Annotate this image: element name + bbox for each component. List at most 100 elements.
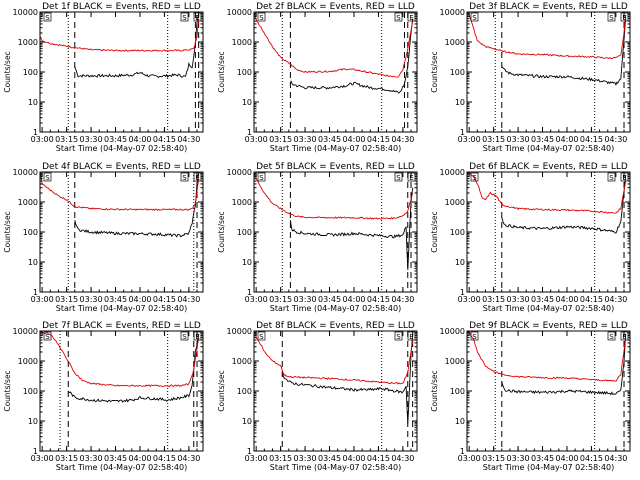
x-tick-label: 03:15	[269, 454, 292, 463]
series-group	[467, 12, 627, 86]
x-tick-label: 03:15	[269, 135, 292, 144]
y-axis-label: Counts/sec	[217, 211, 226, 252]
y-tick-label: 10	[242, 417, 252, 426]
x-tick-label: 03:15	[55, 135, 78, 144]
x-tick-label: 04:00	[342, 135, 365, 144]
y-axis-label: Counts/sec	[3, 211, 12, 252]
segment-marker-box	[180, 331, 189, 341]
x-axis-label: Start Time (04-May-07 02:58:40)	[483, 463, 614, 472]
x-tick-label: 03:00	[31, 295, 54, 304]
y-tick-label: 100	[237, 387, 252, 396]
chart-title: Det 7f BLACK = Events, RED = LLD	[42, 321, 201, 331]
series-group	[467, 331, 627, 396]
y-tick-label: 10000	[440, 168, 465, 177]
events-series-line	[67, 333, 200, 403]
events-series-line	[501, 333, 627, 396]
y-axis-label: Counts/sec	[3, 370, 12, 411]
y-tick-label: 1	[33, 128, 38, 137]
y-tick-label: 1000	[18, 357, 38, 366]
segment-marker-label: S	[609, 14, 614, 22]
segment-marker-label: S	[45, 174, 50, 182]
series-group	[254, 331, 414, 424]
segment-marker-box	[43, 331, 52, 341]
y-tick-label: 100	[450, 387, 465, 396]
segment-marker-label: S	[609, 333, 614, 341]
x-tick-label: 04:15	[153, 135, 176, 144]
events-series-line	[281, 333, 414, 424]
y-tick-label: 10	[28, 98, 38, 107]
x-tick-label: 03:30	[507, 135, 530, 144]
y-tick-label: 100	[23, 228, 38, 237]
chart-title: Det 4f BLACK = Events, RED = LLD	[42, 162, 201, 172]
events-series-line	[290, 18, 414, 94]
segment-marker-box	[193, 331, 202, 341]
y-tick-label: 1	[33, 447, 38, 456]
y-tick-label: 10	[455, 417, 465, 426]
segment-marker-box	[257, 331, 266, 341]
y-tick-label: 10000	[227, 8, 252, 17]
y-tick-label: 1	[460, 288, 465, 297]
segment-marker-box	[43, 172, 52, 182]
x-tick-label: 04:30	[391, 454, 414, 463]
series-group	[254, 13, 414, 94]
segment-marker-box	[470, 172, 479, 182]
segment-marker-box	[180, 12, 189, 22]
x-axis-label: Start Time (04-May-07 02:58:40)	[483, 144, 614, 153]
events-series-line	[74, 13, 200, 79]
x-tick-label: 04:30	[177, 135, 200, 144]
x-tick-label: 04:30	[177, 454, 200, 463]
chart-panel: Det 5f BLACK = Events, RED = LLD 1 10 100 10…	[217, 162, 418, 313]
x-tick-label: 03:30	[507, 295, 530, 304]
chart-title: Det 3f BLACK = Events, RED = LLD	[469, 2, 628, 12]
series-group	[40, 173, 200, 238]
y-tick-label: 10000	[227, 327, 252, 336]
segment-marker-label: S	[259, 14, 264, 22]
x-tick-label: 04:15	[580, 135, 603, 144]
segment-marker-box	[470, 12, 479, 22]
y-tick-label: 10	[28, 258, 38, 267]
segment-marker-box	[607, 331, 616, 341]
y-tick-label: 1	[247, 128, 252, 137]
segment-marker-box	[193, 12, 202, 22]
x-tick-label: 03:15	[482, 454, 505, 463]
segment-marker-label: E	[195, 14, 199, 22]
segment-marker-box	[394, 12, 403, 22]
x-tick-label: 03:45	[104, 135, 127, 144]
chart-panel: Det 4f BLACK = Events, RED = LLD 1 10 100 10…	[3, 162, 204, 313]
x-tick-label: 03:15	[482, 135, 505, 144]
segment-marker-box	[407, 12, 416, 22]
x-tick-label: 04:30	[391, 295, 414, 304]
y-tick-label: 10	[455, 98, 465, 107]
segment-marker-label: S	[45, 14, 50, 22]
segment-marker-label: S	[45, 333, 50, 341]
chart-title: Det 9f BLACK = Events, RED = LLD	[469, 321, 628, 331]
lld-series-line	[467, 12, 627, 60]
x-tick-label: 03:00	[458, 454, 481, 463]
y-tick-label: 10	[242, 98, 252, 107]
x-tick-label: 03:30	[80, 454, 103, 463]
x-tick-label: 03:30	[294, 135, 317, 144]
chart-panel: Det 3f BLACK = Events, RED = LLD 1 10 100 10…	[430, 2, 631, 153]
events-series-line	[74, 173, 200, 238]
x-tick-label: 04:30	[604, 295, 627, 304]
segment-marker-box	[620, 172, 629, 182]
series-group	[40, 331, 200, 403]
segment-marker-label: S	[259, 333, 264, 341]
lld-series-line	[40, 331, 200, 388]
y-tick-label: 100	[237, 228, 252, 237]
y-tick-label: 1	[33, 288, 38, 297]
segment-marker-label: S	[182, 333, 187, 341]
x-tick-label: 04:15	[153, 295, 176, 304]
x-axis-label: Start Time (04-May-07 02:58:40)	[483, 304, 614, 313]
x-tick-label: 04:15	[367, 454, 390, 463]
segment-marker-label: S	[472, 333, 477, 341]
x-tick-label: 03:45	[104, 295, 127, 304]
x-tick-label: 03:45	[318, 295, 341, 304]
x-tick-label: 03:45	[531, 295, 554, 304]
x-tick-label: 03:30	[294, 295, 317, 304]
x-axis-label: Start Time (04-May-07 02:58:40)	[270, 304, 401, 313]
y-tick-label: 1	[247, 288, 252, 297]
series-group	[467, 172, 627, 234]
y-tick-label: 1	[247, 447, 252, 456]
